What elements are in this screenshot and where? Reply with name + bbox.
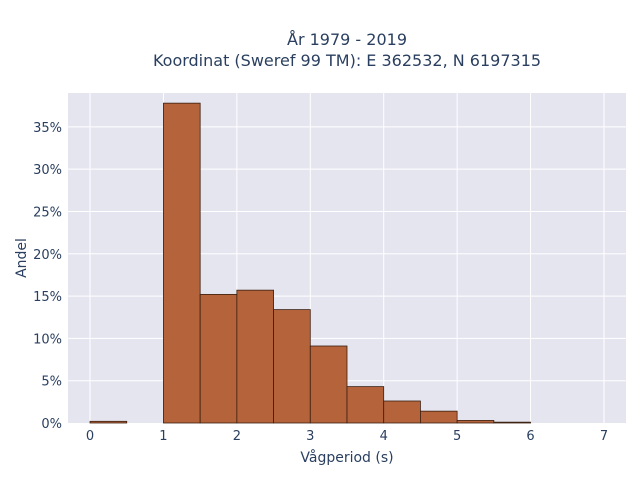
x-tick-label: 4 [380, 429, 388, 444]
x-tick-label: 3 [306, 429, 314, 444]
histogram-bar [273, 309, 311, 424]
histogram-bar [309, 345, 348, 424]
x-tick-label: 2 [233, 429, 241, 444]
y-axis-ticks: 0% 5% 10% 15% 20% 25% 30% 35% [33, 121, 62, 432]
histogram-bar [420, 410, 458, 424]
histogram-bar [493, 421, 531, 424]
chart-title-line2: Koordinat (Sweref 99 TM): E 362532, N 61… [153, 51, 541, 70]
histogram-bar [89, 420, 128, 424]
bars [89, 102, 531, 424]
histogram-bar [456, 420, 495, 424]
y-tick-label: 30% [33, 163, 62, 178]
x-tick-label: 6 [526, 429, 534, 444]
x-tick-label: 0 [86, 429, 94, 444]
x-tick-label: 5 [453, 429, 461, 444]
y-axis-title: Andel [14, 238, 30, 278]
x-axis-ticks: 0 1 2 3 4 5 6 7 [86, 429, 608, 444]
y-tick-label: 0% [41, 417, 62, 432]
histogram-bar [163, 102, 201, 424]
y-tick-label: 25% [33, 205, 62, 220]
histogram-bar [346, 386, 385, 424]
x-axis-title: Vågperiod (s) [300, 449, 393, 466]
histogram-bar [199, 293, 238, 424]
y-tick-label: 35% [33, 121, 62, 136]
histogram-bar [236, 289, 274, 424]
y-tick-label: 20% [33, 248, 62, 263]
y-tick-label: 5% [41, 375, 62, 390]
grid-lines [68, 93, 626, 423]
histogram-bar [383, 400, 421, 424]
y-tick-label: 10% [33, 332, 62, 347]
chart-title-line1: År 1979 - 2019 [287, 30, 407, 49]
y-tick-label: 15% [33, 290, 62, 305]
x-tick-label: 7 [600, 429, 608, 444]
x-tick-label: 1 [159, 429, 167, 444]
